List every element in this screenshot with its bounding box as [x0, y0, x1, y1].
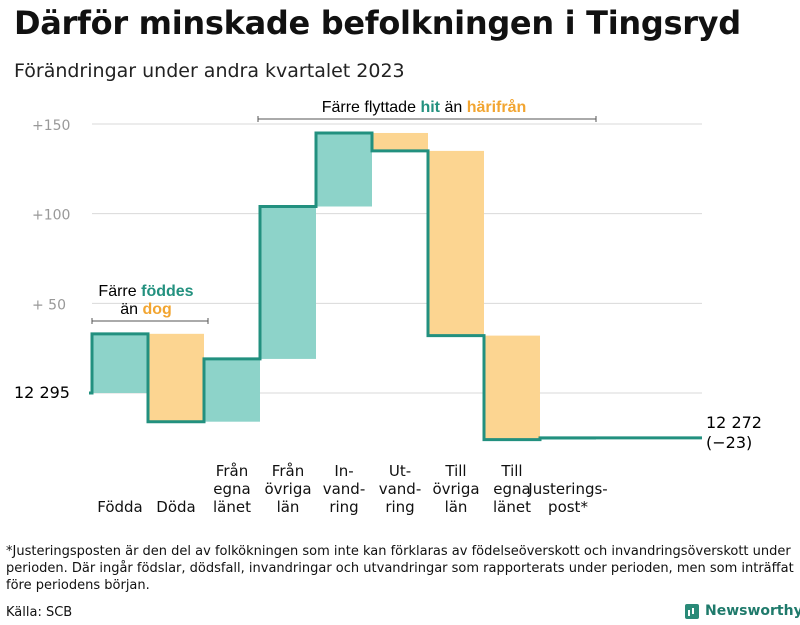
y-tick-label: +100 — [32, 208, 70, 224]
category-label: Från övriga län — [264, 462, 311, 516]
bracket-migration — [257, 116, 597, 122]
category-label: In-vand-ring — [323, 462, 366, 516]
annotation-migration: Färre flyttade hit än härifrån — [322, 98, 527, 116]
footnote: *Justeringsposten är den del av folkökni… — [6, 544, 794, 593]
category-label: Döda — [156, 498, 195, 516]
y-tick-label: + 50 — [32, 297, 66, 313]
annotation-births-line1-text: Färre — [98, 283, 136, 300]
brand-name: Newsworthy — [705, 603, 800, 619]
waterfall-bar — [428, 150, 484, 336]
end-value-label: 12 272 — [706, 413, 762, 432]
bracket-births-deaths — [91, 318, 209, 324]
annotation-migration-highlight-hit: hit — [420, 99, 440, 116]
waterfall-bar — [92, 333, 148, 393]
annotation-births-deaths-line2: än dog — [120, 301, 172, 318]
chart-title: Därför minskade befolkningen i Tingsryd — [14, 4, 741, 42]
newsworthy-icon — [685, 603, 699, 619]
chart-subtitle: Förändringar under andra kvartalet 2023 — [14, 60, 405, 82]
start-value-label: 12 295 — [14, 383, 70, 402]
y-tick-label: +150 — [32, 118, 70, 134]
category-label: Till övriga län — [432, 462, 479, 516]
waterfall-bar — [372, 132, 428, 151]
step-line — [89, 131, 702, 442]
annotation-deaths-line2-text: än — [120, 301, 138, 318]
annotation-births-highlight: föddes — [141, 283, 194, 300]
category-label: Från egna länet — [213, 462, 251, 516]
annotation-migration-pre: Färre flyttade — [322, 99, 416, 116]
category-label: Till egna länet — [493, 462, 531, 516]
waterfall-chart: +150 +100 + 50 Födda Döda Från egna länet Från ö… — [14, 98, 762, 516]
category-label: Födda — [97, 498, 143, 516]
annotation-migration-mid: än — [444, 99, 462, 116]
bars — [92, 132, 596, 440]
category-labels: Födda Döda Från egna länet Från övriga län In-va… — [97, 462, 607, 516]
waterfall-bar — [484, 335, 540, 440]
annotation-births-deaths-line1: Färre föddes — [98, 283, 193, 300]
waterfall-bar — [260, 206, 316, 359]
waterfall-bar — [316, 132, 372, 207]
category-label: Ut-vand-ring — [379, 462, 422, 516]
annotation-migration-highlight-harifran: härifrån — [467, 98, 527, 116]
source: Källa: SCB — [6, 605, 73, 620]
brand-logo: Newsworthy — [685, 603, 800, 619]
waterfall-bar — [204, 358, 260, 422]
waterfall-bar — [148, 333, 204, 422]
end-change-label: (−23) — [706, 433, 752, 452]
annotation-deaths-highlight: dog — [142, 301, 171, 318]
cumulative-step-line — [89, 131, 702, 442]
category-label: Justerings-post* — [527, 480, 607, 516]
